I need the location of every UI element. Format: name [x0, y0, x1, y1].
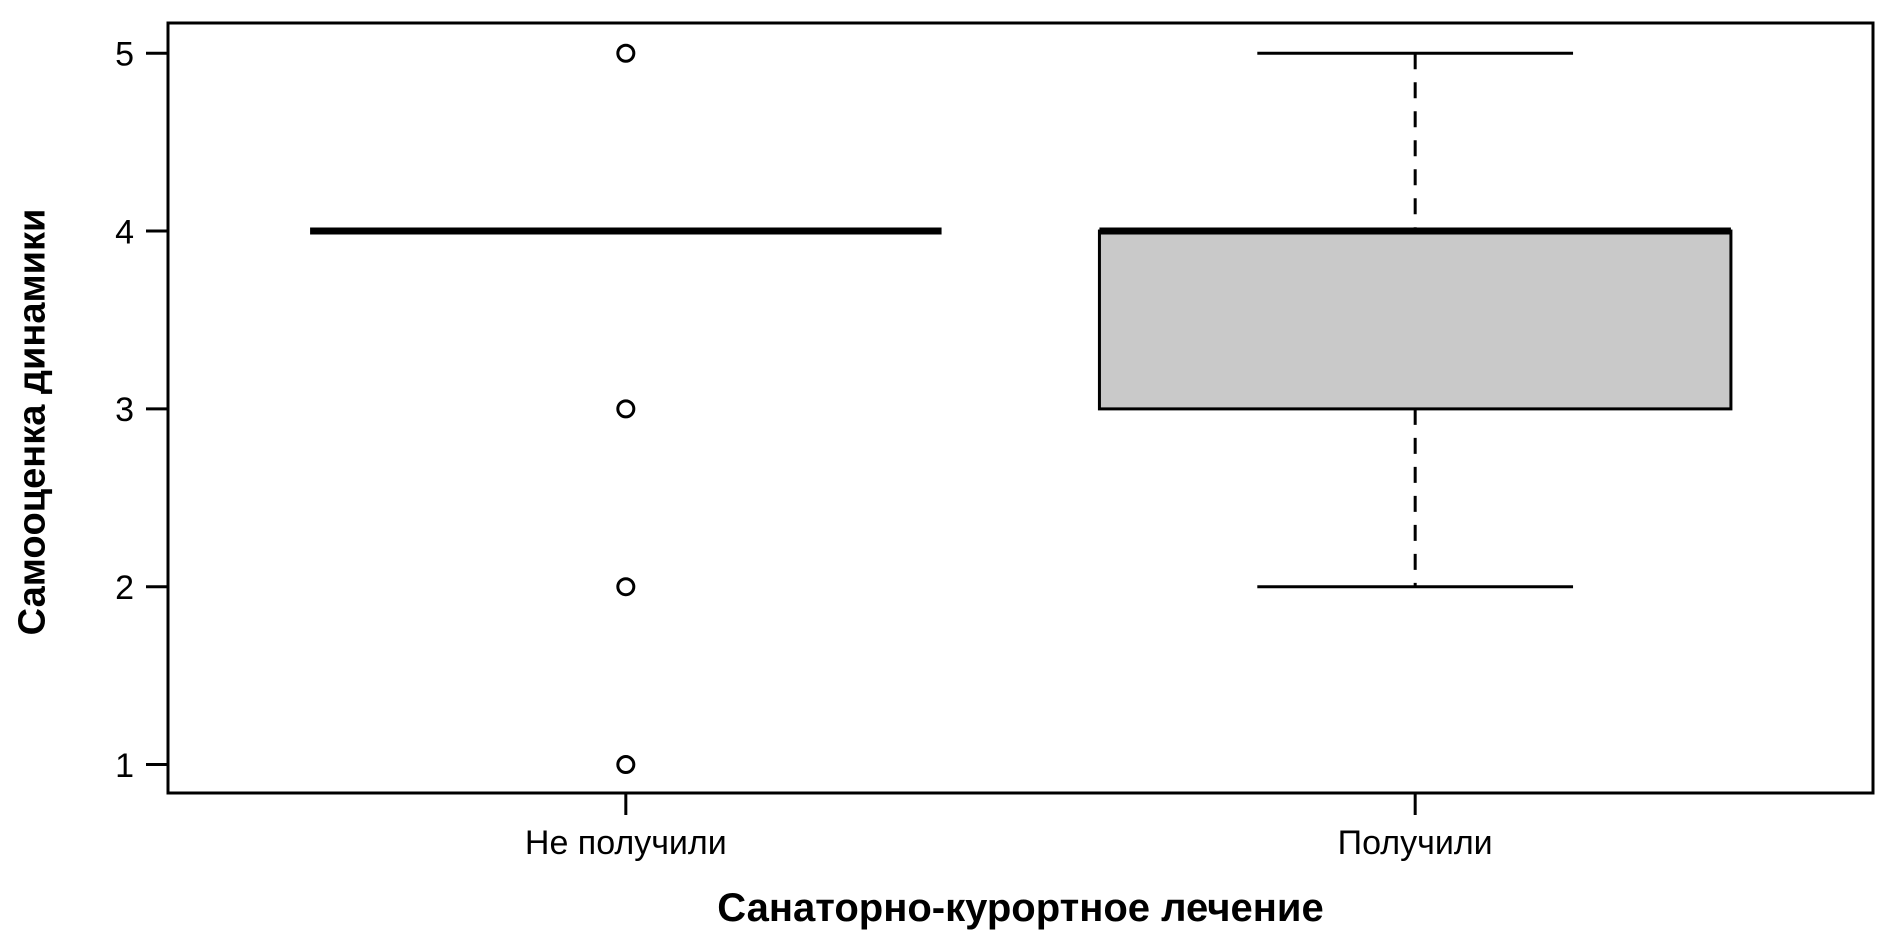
y-tick-label: 1: [115, 747, 134, 785]
outlier-point: [616, 577, 636, 597]
outlier-point: [616, 755, 636, 775]
outlier-point: [616, 399, 636, 419]
y-tick-label: 5: [115, 35, 134, 73]
y-tick-label: 2: [115, 569, 134, 607]
box-iqr: [1097, 229, 1733, 411]
y-tick-label: 3: [115, 391, 134, 429]
y-axis-title: Самооценка динамики: [11, 208, 54, 636]
x-tick-label: Получили: [1338, 824, 1493, 862]
y-tick-label: 4: [115, 213, 134, 251]
x-axis-title: Санаторно-курортное лечение: [717, 886, 1324, 930]
outlier-point: [616, 43, 636, 63]
x-tick-label: Не получили: [525, 824, 727, 862]
